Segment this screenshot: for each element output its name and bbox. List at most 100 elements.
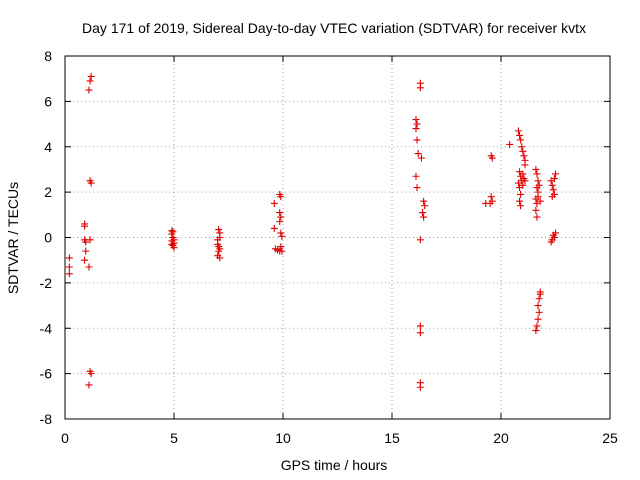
data-point — [168, 230, 176, 238]
data-point — [65, 263, 73, 271]
data-point — [534, 302, 542, 310]
data-point — [270, 199, 278, 207]
data-point — [547, 238, 555, 246]
data-point — [270, 224, 278, 232]
x-tick-label: 0 — [61, 430, 69, 446]
y-tick-label: 8 — [44, 48, 52, 64]
data-point — [518, 143, 526, 151]
y-tick-label: 6 — [44, 93, 52, 109]
data-point — [532, 327, 540, 335]
data-point — [87, 179, 95, 187]
x-tick-label: 25 — [602, 430, 618, 446]
data-point — [412, 172, 420, 180]
data-point — [516, 184, 524, 192]
data-point — [536, 290, 544, 298]
data-point — [534, 315, 542, 323]
data-point — [549, 186, 557, 194]
data-point — [276, 218, 284, 226]
data-point — [82, 247, 90, 255]
data-point — [276, 209, 284, 217]
data-point — [486, 199, 494, 207]
data-point — [419, 209, 427, 217]
data-point — [412, 116, 420, 124]
data-point — [416, 329, 424, 337]
data-point — [216, 254, 224, 262]
data-point — [82, 238, 90, 246]
x-axis-label: GPS time / hours — [281, 457, 388, 473]
data-point — [85, 381, 93, 389]
data-point — [278, 247, 286, 255]
data-points — [65, 72, 559, 391]
data-point — [277, 193, 285, 201]
data-point — [277, 213, 285, 221]
data-point — [278, 232, 286, 240]
data-point — [533, 322, 541, 330]
x-tick-label: 20 — [493, 430, 509, 446]
data-point — [86, 77, 94, 85]
chart-title: Day 171 of 2019, Sidereal Day-to-day VTE… — [82, 20, 586, 36]
data-point — [413, 120, 421, 128]
x-tick-label: 15 — [384, 430, 400, 446]
data-point — [532, 165, 540, 173]
data-point — [416, 236, 424, 244]
data-point — [533, 170, 541, 178]
data-point — [534, 177, 542, 185]
y-axis-label: SDTVAR / TECUs — [5, 182, 21, 294]
data-point — [81, 256, 89, 264]
y-tick-label: 0 — [44, 230, 52, 246]
data-point — [412, 125, 420, 133]
y-tick-label: -8 — [40, 411, 53, 427]
data-point — [65, 270, 73, 278]
axis-ticks — [64, 55, 611, 420]
data-point — [417, 154, 425, 162]
grid-lines — [65, 56, 610, 419]
data-point — [536, 197, 544, 205]
data-point — [87, 370, 95, 378]
data-point — [534, 193, 542, 201]
x-tick-label: 10 — [275, 430, 291, 446]
y-tick-label: -2 — [40, 275, 53, 291]
data-point — [413, 136, 421, 144]
data-point — [216, 234, 224, 241]
data-point — [532, 206, 540, 214]
data-point — [550, 175, 558, 183]
data-point — [170, 236, 178, 244]
data-point — [535, 295, 543, 303]
y-tick-label: 2 — [44, 184, 52, 200]
data-point — [487, 193, 495, 201]
data-point — [516, 197, 524, 205]
data-point — [519, 147, 527, 155]
data-point — [87, 72, 95, 80]
data-point — [85, 86, 93, 94]
data-point — [421, 202, 429, 210]
data-point — [420, 213, 428, 221]
data-point — [277, 243, 285, 251]
data-point — [535, 308, 543, 316]
data-point — [548, 193, 556, 201]
data-point — [552, 170, 559, 178]
data-point — [420, 197, 428, 205]
data-point — [521, 177, 529, 185]
y-tick-labels: -8 -6 -4 -2 0 2 4 6 8 — [40, 48, 53, 427]
data-point — [168, 240, 176, 248]
data-point — [552, 229, 559, 237]
data-point — [416, 84, 424, 92]
data-point — [520, 152, 528, 160]
data-point — [517, 190, 525, 198]
data-point — [517, 202, 525, 210]
data-point — [548, 181, 556, 189]
data-point — [414, 150, 422, 158]
y-tick-label: -4 — [40, 320, 53, 336]
data-point — [519, 170, 527, 178]
data-point — [416, 383, 424, 391]
x-tick-label: 5 — [170, 430, 178, 446]
y-tick-label: 4 — [44, 139, 52, 155]
y-tick-label: -6 — [40, 366, 53, 382]
data-point — [81, 222, 89, 230]
data-point — [215, 247, 223, 255]
data-point — [65, 254, 73, 262]
data-point — [416, 322, 424, 330]
data-point — [516, 131, 524, 139]
data-point — [277, 229, 285, 237]
data-point — [517, 136, 525, 144]
